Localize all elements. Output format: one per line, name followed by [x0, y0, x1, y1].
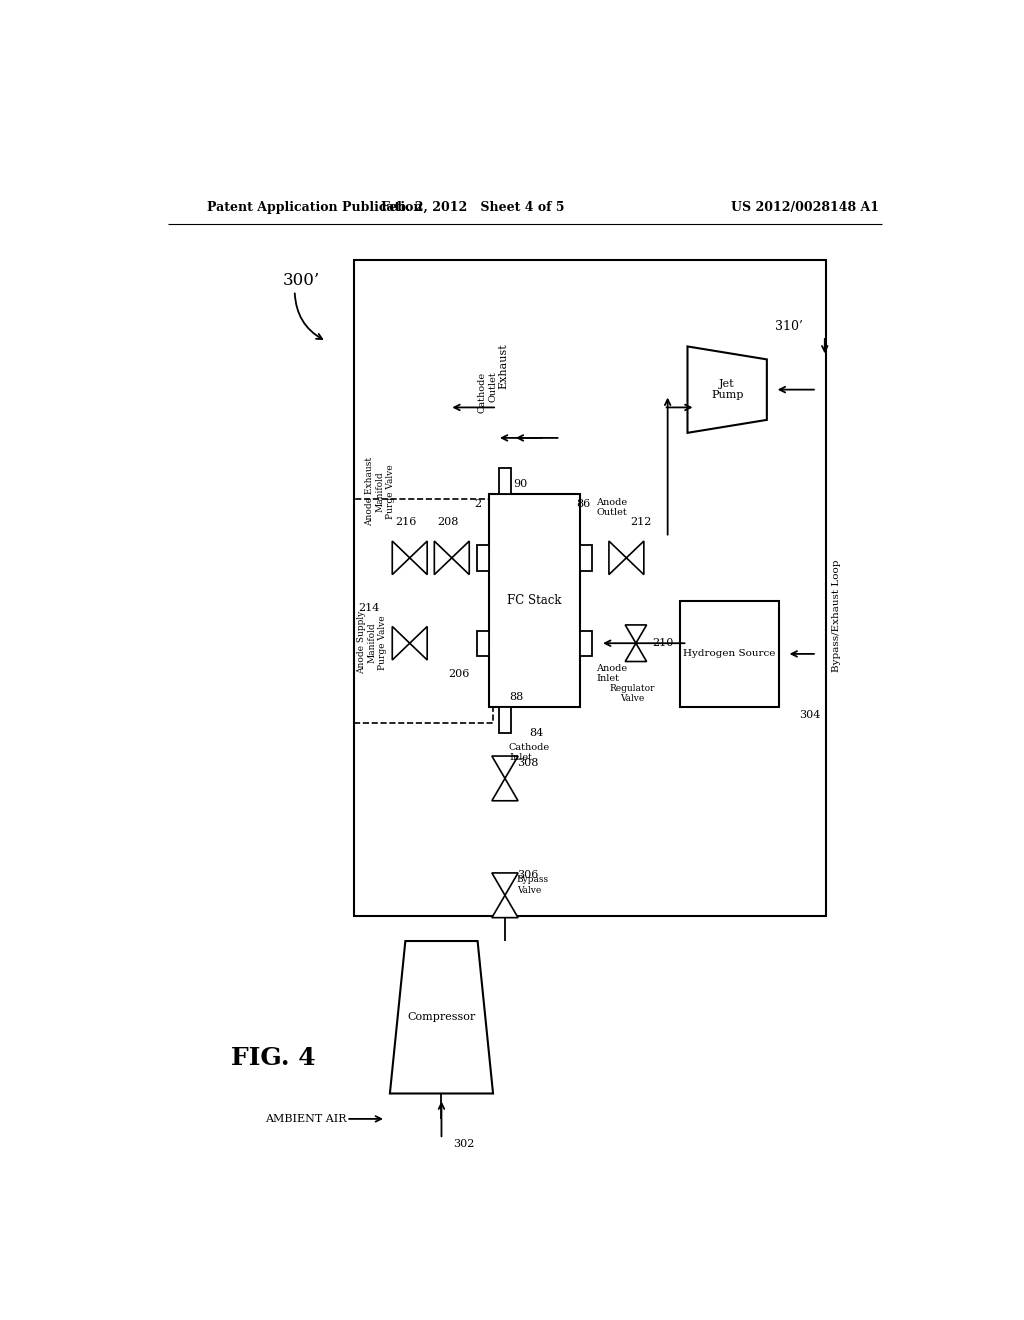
Bar [581, 545, 592, 570]
Polygon shape [609, 541, 627, 574]
Text: 210: 210 [652, 639, 673, 648]
Text: 84: 84 [528, 727, 543, 738]
Polygon shape [392, 541, 410, 574]
Text: Jet
Pump: Jet Pump [711, 379, 743, 400]
Bar [581, 631, 592, 656]
Text: Regulator
Valve: Regulator Valve [609, 684, 654, 704]
Text: Patent Application Publication: Patent Application Publication [207, 201, 423, 214]
Polygon shape [434, 541, 452, 574]
Polygon shape [687, 346, 767, 433]
Text: 90: 90 [513, 479, 527, 488]
Polygon shape [452, 541, 469, 574]
Bar [489, 494, 581, 708]
Text: Cathode
Outlet: Cathode Outlet [477, 372, 497, 413]
Text: 304: 304 [800, 710, 821, 719]
Text: Cathode
Inlet: Cathode Inlet [509, 743, 550, 762]
Text: Anode Supply
Manifold
Purge Valve: Anode Supply Manifold Purge Valve [357, 611, 387, 675]
Text: Anode Exhaust
Manifold
Purge Valve: Anode Exhaust Manifold Purge Valve [366, 457, 395, 525]
Polygon shape [390, 941, 494, 1093]
Polygon shape [492, 873, 518, 895]
Bar [354, 260, 826, 916]
Text: 208: 208 [437, 517, 459, 528]
Bar [477, 545, 489, 570]
Bar [477, 631, 489, 656]
Text: 212: 212 [631, 517, 651, 528]
Text: US 2012/0028148 A1: US 2012/0028148 A1 [731, 201, 880, 214]
Text: 88: 88 [509, 692, 523, 702]
Polygon shape [410, 541, 427, 574]
Polygon shape [392, 627, 410, 660]
Text: Anode
Outlet: Anode Outlet [596, 498, 628, 517]
Polygon shape [492, 756, 518, 779]
Polygon shape [492, 895, 518, 917]
Text: 310’: 310’ [775, 319, 803, 333]
Text: 306: 306 [517, 870, 539, 880]
Text: FIG. 4: FIG. 4 [231, 1045, 315, 1071]
Polygon shape [627, 541, 644, 574]
Text: Compressor: Compressor [408, 1012, 475, 1022]
Text: Feb. 2, 2012   Sheet 4 of 5: Feb. 2, 2012 Sheet 4 of 5 [382, 201, 565, 214]
Text: Anode
Inlet: Anode Inlet [596, 664, 628, 682]
Text: 216: 216 [395, 517, 417, 528]
Text: FC Stack: FC Stack [508, 594, 562, 607]
Text: 300’: 300’ [283, 272, 321, 289]
Bar [499, 469, 511, 494]
Text: Exhaust: Exhaust [499, 343, 508, 389]
Text: 86: 86 [577, 499, 591, 510]
Text: 302: 302 [454, 1139, 475, 1150]
Polygon shape [626, 643, 646, 661]
Bar [354, 499, 494, 722]
Text: 206: 206 [447, 669, 469, 678]
Text: Bypass
Valve: Bypass Valve [517, 875, 549, 895]
Bar [499, 708, 511, 733]
Text: 214: 214 [358, 603, 380, 612]
Text: 308: 308 [517, 758, 539, 768]
Text: Bypass/Exhaust Loop: Bypass/Exhaust Loop [833, 560, 841, 672]
Polygon shape [410, 627, 427, 660]
Polygon shape [492, 779, 518, 801]
Text: Hydrogen Source: Hydrogen Source [683, 649, 775, 659]
Text: AMBIENT AIR: AMBIENT AIR [265, 1114, 346, 1123]
Text: 2: 2 [474, 499, 481, 510]
Bar [680, 601, 779, 708]
Polygon shape [626, 624, 646, 643]
